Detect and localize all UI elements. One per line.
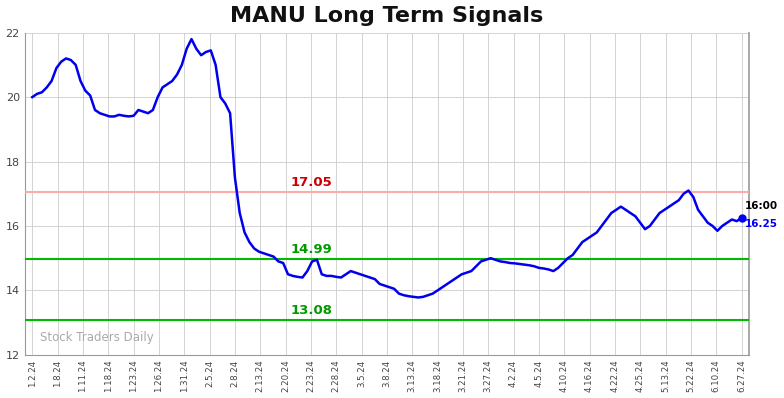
Text: 16:00: 16:00 (745, 201, 778, 211)
Text: 17.05: 17.05 (291, 176, 332, 189)
Text: 16.25: 16.25 (745, 219, 778, 229)
Text: 14.99: 14.99 (291, 243, 332, 256)
Title: MANU Long Term Signals: MANU Long Term Signals (230, 6, 543, 25)
Text: Stock Traders Daily: Stock Traders Daily (40, 331, 154, 343)
Text: 13.08: 13.08 (290, 304, 332, 317)
